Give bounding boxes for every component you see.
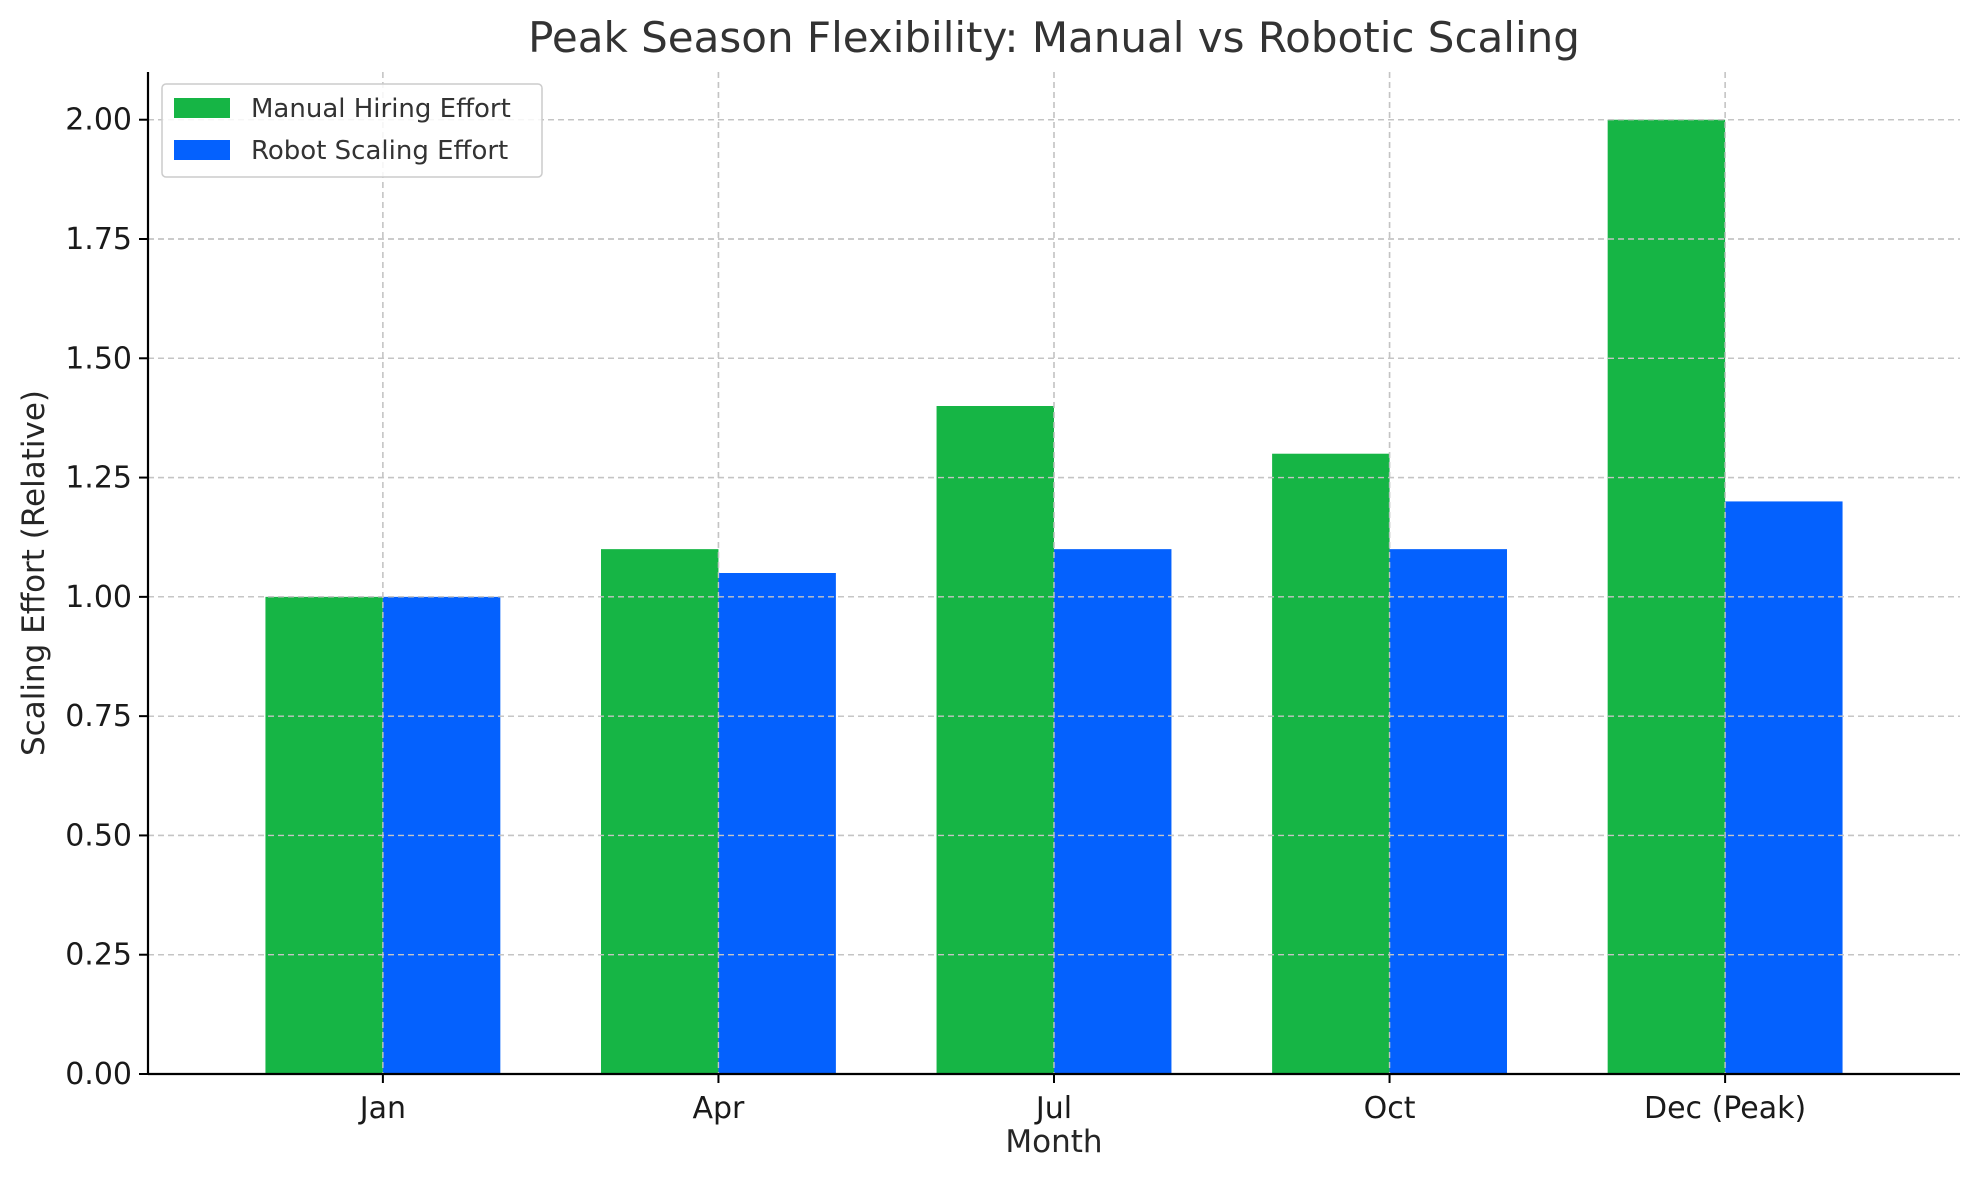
y-tick-label: 0.50 bbox=[65, 818, 132, 853]
legend-swatch-manual bbox=[174, 98, 230, 118]
y-tick-label: 2.00 bbox=[65, 103, 132, 138]
bar-robot-scaling bbox=[718, 573, 836, 1074]
x-tick-label: Dec (Peak) bbox=[1644, 1091, 1806, 1126]
y-tick-label: 1.75 bbox=[65, 222, 132, 257]
bar-robot-scaling bbox=[1054, 549, 1172, 1074]
x-tick-label: Jan bbox=[358, 1091, 406, 1126]
axes bbox=[139, 72, 1960, 1083]
y-tick-label: 0.75 bbox=[65, 699, 132, 734]
bars bbox=[148, 72, 1960, 1074]
bar-robot-scaling bbox=[1389, 549, 1507, 1074]
bar-robot-scaling bbox=[1725, 501, 1843, 1074]
bar-manual-hiring bbox=[936, 406, 1054, 1074]
legend-swatch-robot bbox=[174, 140, 230, 160]
legend-frame bbox=[161, 83, 543, 178]
x-tick-label: Apr bbox=[692, 1091, 745, 1126]
chart-title: Peak Season Flexibility: Manual vs Robot… bbox=[528, 13, 1580, 62]
x-tick-label: Jul bbox=[1034, 1091, 1072, 1126]
x-tick-label: Oct bbox=[1364, 1091, 1416, 1126]
y-tick-label: 0.00 bbox=[65, 1057, 132, 1092]
y-tick-label: 1.00 bbox=[65, 580, 132, 615]
bar-manual-hiring bbox=[1272, 453, 1390, 1074]
y-tick-label: 0.25 bbox=[65, 938, 132, 973]
grid-overlay bbox=[148, 72, 1960, 1074]
legend: Manual Hiring Effort Robot Scaling Effor… bbox=[161, 83, 543, 178]
legend-label-manual: Manual Hiring Effort bbox=[251, 94, 511, 124]
bar-manual-hiring bbox=[601, 549, 719, 1074]
x-axis-label: Month bbox=[1005, 1124, 1102, 1160]
y-tick-label: 1.25 bbox=[65, 461, 132, 496]
bar-manual-hiring bbox=[1607, 119, 1726, 1074]
y-tick-label: 1.50 bbox=[65, 341, 132, 376]
y-axis-label: Scaling Effort (Relative) bbox=[16, 390, 52, 756]
tick-labels: 0.00 0.25 0.50 0.75 1.00 1.25 1.50 1.75 2.00 Jan A… bbox=[65, 103, 1806, 1126]
legend-label-robot: Robot Scaling Effort bbox=[251, 136, 508, 166]
